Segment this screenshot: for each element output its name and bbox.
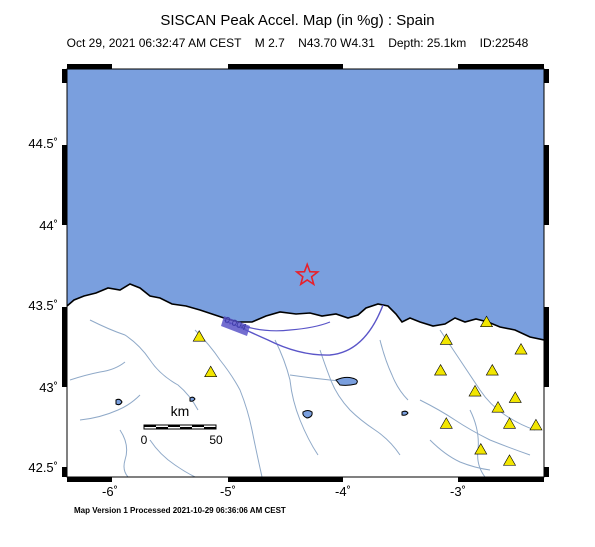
lat-tick-label: 42.5˚ <box>28 460 58 475</box>
lon-tick-labels: -6˚ -5˚ -4˚ -3˚ <box>102 484 466 499</box>
station-triangle-icon <box>529 418 543 431</box>
station-triangle-icon <box>439 333 453 345</box>
station-triangle-icon <box>514 342 528 355</box>
lon-tick-label: -3˚ <box>450 484 466 499</box>
scale-min-label: 0 <box>141 433 148 447</box>
lat-tick-label: 44˚ <box>39 218 58 233</box>
scale-bar: km 0 50 <box>141 403 223 447</box>
contour-label-box <box>221 316 250 336</box>
lat-tick-label: 44.5˚ <box>28 136 58 151</box>
station-triangle-icon <box>503 454 517 466</box>
station-triangle-icon <box>480 315 494 327</box>
event-info: Oct 29, 2021 06:32:47 AM CEST M 2.7 N43.… <box>0 36 595 50</box>
station-triangle-icon <box>503 417 517 429</box>
station-triangle-icon <box>434 363 448 376</box>
station-layer <box>192 315 543 466</box>
map-area: 0.004 <box>67 69 544 477</box>
lat-tick-label: 43.5˚ <box>28 298 58 313</box>
station-triangle-icon <box>508 391 522 403</box>
lat-tick-label: 43˚ <box>39 380 58 395</box>
map-version-footer: Map Version 1 Processed 2021-10-29 06:36… <box>74 506 286 515</box>
coastline <box>67 283 544 341</box>
star-icon <box>294 262 320 287</box>
contour-line <box>223 304 384 356</box>
frame-border <box>62 64 549 482</box>
event-magnitude: M 2.7 <box>254 36 285 50</box>
lon-tick-label: -5˚ <box>220 484 236 499</box>
scale-max-label: 50 <box>209 433 223 447</box>
event-location: N43.70 W4.31 <box>298 36 375 50</box>
event-depth: Depth: 25.1km <box>388 36 467 50</box>
lat-tick-labels: 44.5˚ 44˚ 43.5˚ 43˚ 42.5˚ <box>28 136 58 475</box>
event-date: Oct 29, 2021 06:32:47 AM CEST <box>66 36 242 50</box>
station-triangle-icon <box>491 401 505 413</box>
sea-area <box>67 69 544 340</box>
station-triangle-icon <box>192 330 206 342</box>
lon-tick-label: -6˚ <box>102 484 118 499</box>
station-triangle-icon <box>439 417 453 429</box>
scale-unit: km <box>171 403 190 419</box>
station-triangle-icon <box>204 365 218 377</box>
contour-line <box>239 321 331 332</box>
reservoirs <box>115 376 409 419</box>
station-triangle-icon <box>485 363 499 376</box>
lon-tick-label: -4˚ <box>335 484 351 499</box>
map-title: SISCAN Peak Accel. Map (in %g) : Spain <box>160 12 435 29</box>
station-triangle-icon <box>474 442 488 455</box>
event-id: ID:22548 <box>479 36 529 50</box>
station-triangle-icon <box>468 384 482 397</box>
